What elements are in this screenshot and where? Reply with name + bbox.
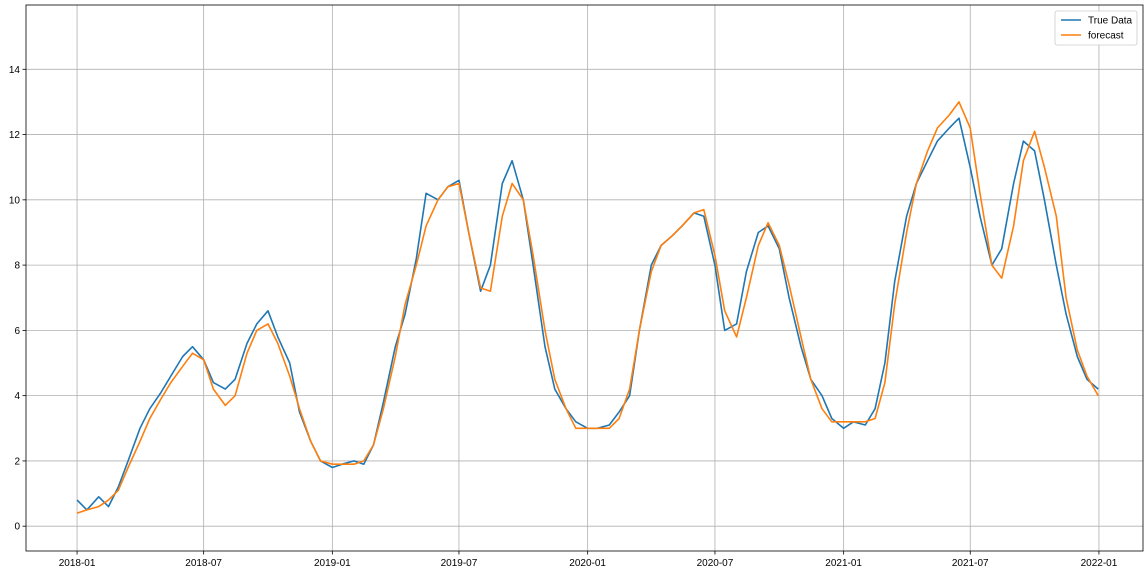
y-tick-label: 14 (9, 65, 21, 76)
y-tick-label: 6 (14, 326, 20, 337)
x-tick-label: 2022-01 (1081, 558, 1118, 569)
x-tick-label: 2021-07 (952, 558, 989, 569)
x-tick-label: 2020-01 (569, 558, 606, 569)
x-tick-label: 2020-07 (697, 558, 734, 569)
y-tick-label: 8 (14, 261, 20, 272)
series-line-forecast (76, 101, 1099, 514)
axis-ticks: 2018-01 2018-07 2019-01 2019-07 2020-01 2020-… (9, 65, 1118, 569)
legend-label-forecast: forecast (1088, 31, 1124, 42)
x-tick-label: 2019-07 (441, 558, 478, 569)
y-tick-label: 4 (14, 391, 20, 402)
x-tick-label: 2018-07 (185, 558, 222, 569)
y-tick-label: 12 (9, 130, 21, 141)
y-tick-label: 10 (9, 195, 21, 206)
grid (26, 5, 1143, 551)
x-tick-label: 2018-01 (59, 558, 96, 569)
x-tick-label: 2019-01 (314, 558, 351, 569)
y-tick-label: 2 (14, 456, 20, 467)
y-tick-label: 0 (14, 522, 20, 533)
x-tick-label: 2021-01 (825, 558, 862, 569)
axes-frame (25, 4, 1144, 552)
legend-label-true-data: True Data (1088, 16, 1133, 27)
legend: True Data forecast (1054, 10, 1138, 46)
plot-area (76, 101, 1099, 514)
